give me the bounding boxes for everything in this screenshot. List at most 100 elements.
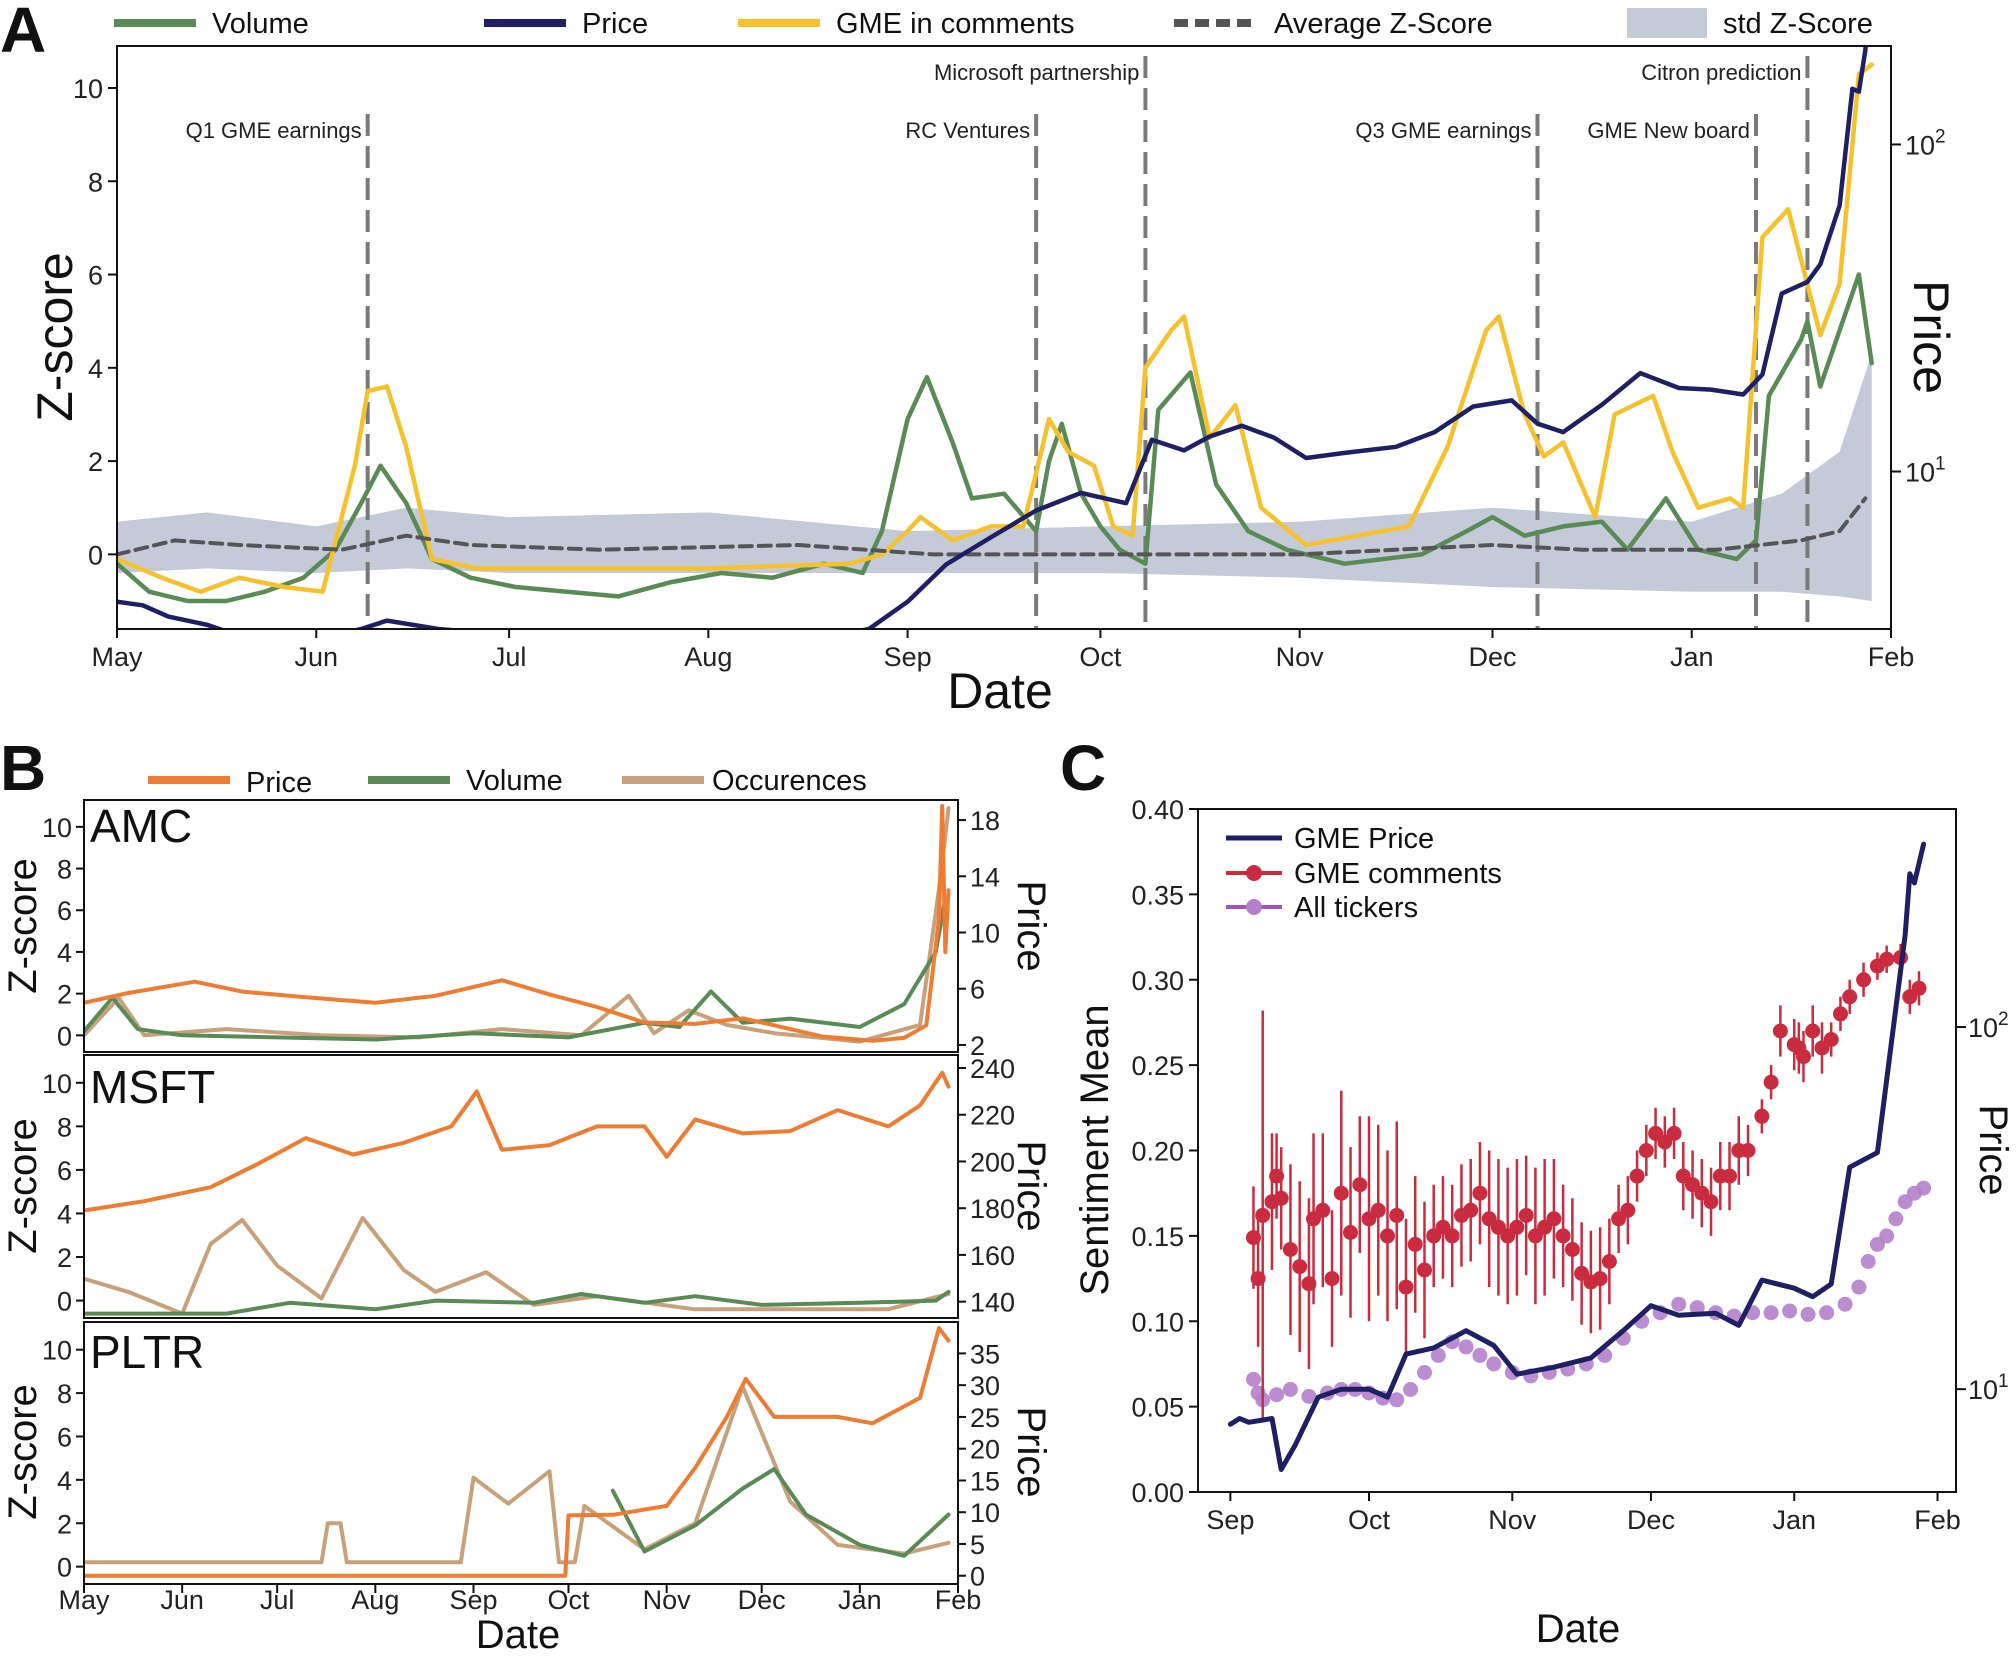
point-all-tickers-12 <box>1403 1382 1419 1397</box>
point-all-tickers-36 <box>1819 1305 1835 1321</box>
event-label-gme-new-board: GME New board <box>1587 118 1750 143</box>
std-z-band <box>117 353 1872 601</box>
y2tick-label-pltr-15: 15 <box>970 1466 1000 1496</box>
y2tick-label-msft-240: 240 <box>970 1054 1015 1084</box>
xtick-label-b-dec: Dec <box>738 1585 786 1615</box>
panel-a-frame <box>116 45 1892 630</box>
point-all-tickers-5 <box>1301 1388 1317 1404</box>
panel-b-ticks: 0246810261014180246810140160180200220240… <box>42 806 1015 1615</box>
xtick-label-c-oct: Oct <box>1348 1505 1391 1535</box>
event-label-q1-gme-earnings: Q1 GME earnings <box>186 118 362 143</box>
y2tick-label-msft-220: 220 <box>970 1101 1015 1131</box>
series-amc-price <box>84 804 951 1043</box>
ytick-label-2: 2 <box>88 447 103 477</box>
panel-b-ylabel-right-amc: Price <box>1009 880 1053 971</box>
xtick-label-feb: Feb <box>1868 642 1915 672</box>
event-markers: Q1 GME earnings RC Ventures Microsoft part… <box>186 56 1810 629</box>
point-gme-comments-20 <box>1407 1236 1423 1252</box>
legend-b-occurences: Occurences <box>712 765 867 797</box>
ytick-label-msft-0: 0 <box>57 1287 72 1317</box>
y2tick-label-pltr-20: 20 <box>970 1435 1000 1465</box>
point-gme-comments-67 <box>1842 989 1858 1005</box>
y2tick-label-amc-14: 14 <box>970 862 1000 892</box>
series-amc-occurences <box>84 806 951 1044</box>
ytick-label-6: 6 <box>88 261 103 291</box>
event-label-q3-gme-earnings: Q3 GME earnings <box>1355 118 1531 143</box>
point-all-tickers-34 <box>1782 1303 1798 1319</box>
panel-b-ylabel-amc: Z-score <box>1 858 45 994</box>
point-gme-comments-73 <box>1911 980 1927 996</box>
ytick-label-msft-6: 6 <box>57 1156 72 1186</box>
series-msft-occurences <box>84 1215 951 1316</box>
event-label-rc-ventures: RC Ventures <box>905 118 1030 143</box>
y2tick-label-100: 102 <box>1905 126 1946 160</box>
ytick-label-8: 8 <box>88 167 103 197</box>
ytick-label-pltr-6: 6 <box>57 1422 72 1452</box>
legend-price: Price <box>582 8 648 40</box>
series-pltr-occurences <box>84 1384 951 1565</box>
ytick-label-4: 4 <box>88 354 103 384</box>
y2tick-label-msft-180: 180 <box>970 1194 1015 1224</box>
xtick-label-jan: Jan <box>1670 642 1714 672</box>
point-gme-comments-37 <box>1564 1242 1580 1257</box>
point-all-tickers-45 <box>1916 1180 1932 1196</box>
xtick-label-c-nov: Nov <box>1488 1505 1537 1535</box>
y2tick-label-c-10: 101 <box>1968 1371 2009 1405</box>
ytick-label-c-0-10: 0.10 <box>1131 1307 1184 1337</box>
series-pltr-price <box>84 1326 951 1578</box>
panel-label-c: C <box>1060 732 1106 804</box>
panel-c-xlabel: Date <box>1536 1607 1621 1651</box>
point-gme-comments-31 <box>1509 1219 1525 1235</box>
ytick-label-0: 0 <box>88 540 103 570</box>
xtick-label-dec: Dec <box>1468 642 1516 672</box>
y2tick-label-10: 101 <box>1905 454 1946 488</box>
ytick-label-amc-10: 10 <box>42 813 72 843</box>
ytick-label-amc-4: 4 <box>57 938 72 968</box>
point-gme-comments-56 <box>1740 1143 1756 1158</box>
ytick-label-c-0-20: 0.20 <box>1131 1137 1184 1167</box>
panel-b-ylabel-right-pltr: Price <box>1009 1406 1053 1497</box>
xtick-label-b-jun: Jun <box>160 1585 204 1615</box>
series-std-z-score <box>117 353 1872 601</box>
legend-gme-comments: GME in comments <box>836 8 1075 40</box>
legend-b-volume: Volume <box>466 765 563 797</box>
panel-b-frame-pltr <box>83 1321 959 1585</box>
point-gme-comments-41 <box>1601 1254 1617 1269</box>
y2tick-label-pltr-5: 5 <box>970 1530 985 1560</box>
y2tick-label-pltr-25: 25 <box>970 1403 1000 1433</box>
legend-c-comments: GME comments <box>1294 858 1502 890</box>
ticker-msft: MSFT <box>90 1061 215 1113</box>
point-gme-comments-36 <box>1555 1228 1571 1244</box>
ytick-label-msft-10: 10 <box>42 1069 72 1099</box>
ytick-label-pltr-2: 2 <box>57 1509 72 1539</box>
panel-a-xlabel: Date <box>947 663 1053 719</box>
panel-a-series <box>117 46 1874 629</box>
point-all-tickers-33 <box>1763 1305 1779 1321</box>
event-label-citron-prediction: Citron prediction <box>1641 60 1801 85</box>
series-pltr-volume <box>610 1467 951 1558</box>
panel-b-ylabel-msft: Z-score <box>1 1118 45 1254</box>
ticker-pltr: PLTR <box>90 1326 204 1378</box>
point-gme-comments-27 <box>1472 1185 1488 1201</box>
ytick-label-msft-2: 2 <box>57 1243 72 1273</box>
point-all-tickers-13 <box>1417 1365 1432 1380</box>
point-gme-comments-35 <box>1546 1211 1562 1227</box>
point-gme-comments-65 <box>1823 1032 1839 1047</box>
ytick-label-10: 10 <box>73 74 103 104</box>
point-gme-comments-13 <box>1343 1225 1358 1240</box>
point-gme-comments-10 <box>1315 1202 1331 1218</box>
panel-a-ylabel-right: Price <box>1903 280 1959 394</box>
xtick-label-jul: Jul <box>492 642 527 672</box>
xtick-label-c-sep: Sep <box>1206 1505 1254 1535</box>
ytick-label-pltr-8: 8 <box>57 1379 72 1409</box>
xtick-label-jun: Jun <box>294 642 338 672</box>
point-all-tickers-39 <box>1860 1254 1876 1269</box>
panel-b-ylabel-pltr: Z-score <box>1 1384 45 1520</box>
y2tick-label-amc-2: 2 <box>970 1031 985 1061</box>
point-all-tickers-29 <box>1689 1300 1705 1316</box>
point-all-tickers-42 <box>1888 1211 1904 1227</box>
xtick-label-b-feb: Feb <box>935 1585 982 1615</box>
ytick-label-amc-6: 6 <box>57 896 72 926</box>
panel-label-b: B <box>0 732 46 804</box>
ytick-label-c-0-30: 0.30 <box>1131 966 1184 996</box>
